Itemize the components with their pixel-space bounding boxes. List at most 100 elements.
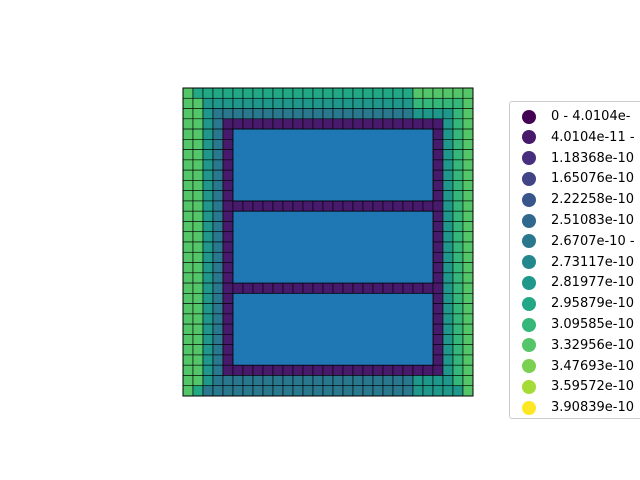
heatmap-cell xyxy=(212,293,224,304)
heatmap-cell xyxy=(182,262,194,274)
heatmap-cell xyxy=(412,97,424,109)
heatmap-cell xyxy=(312,200,324,212)
heatmap-cell xyxy=(432,334,444,345)
heatmap-cell xyxy=(372,108,384,120)
heatmap-cell xyxy=(192,241,204,253)
heatmap-cell xyxy=(312,118,324,130)
heatmap-cell xyxy=(392,375,404,387)
heatmap-cell xyxy=(262,118,274,130)
heatmap-cell xyxy=(442,303,454,315)
heatmap-cell xyxy=(192,231,204,243)
heatmap-cell xyxy=(462,293,474,304)
legend-marker xyxy=(522,359,536,374)
heatmap-cell xyxy=(462,190,474,202)
heatmap-cell xyxy=(192,313,204,325)
heatmap-cell xyxy=(442,159,454,171)
heatmap-cell xyxy=(462,385,474,397)
heatmap-cell xyxy=(462,159,474,171)
heatmap-cell xyxy=(352,108,364,120)
legend-label: 2.81977e-10 xyxy=(551,275,634,291)
heatmap-cell xyxy=(382,200,394,212)
heatmap-cell xyxy=(452,303,464,315)
plot-frame xyxy=(182,87,474,397)
heatmap-cell xyxy=(192,364,204,376)
heatmap-cell xyxy=(442,200,454,212)
legend-marker xyxy=(522,379,536,394)
heatmap-cell xyxy=(222,293,234,304)
heatmap-cell xyxy=(452,210,464,222)
heatmap-cell xyxy=(322,87,334,99)
heatmap-cell xyxy=(432,313,444,325)
heatmap-cell xyxy=(242,385,254,397)
heatmap-cell xyxy=(432,200,444,212)
heatmap-cell xyxy=(422,97,434,109)
heatmap-cell xyxy=(322,364,334,376)
heatmap-cell xyxy=(442,221,454,233)
heatmap-cell xyxy=(432,190,444,202)
heatmap-cell xyxy=(462,251,474,263)
heatmap-cell xyxy=(242,108,254,120)
heatmap-cell xyxy=(332,97,344,109)
legend-item: 4.0104e-11 - xyxy=(522,127,635,148)
heatmap-cell xyxy=(442,87,454,99)
heatmap-cell xyxy=(412,364,424,376)
legend-item: 3.90839e-10 xyxy=(522,397,634,418)
heatmap-cell xyxy=(252,87,264,99)
heatmap-cell xyxy=(412,385,424,397)
heatmap-cell xyxy=(182,375,194,387)
heatmap-cell xyxy=(452,323,464,335)
heatmap-cell xyxy=(432,180,444,191)
heatmap-cell xyxy=(212,149,224,161)
heatmap-cell xyxy=(462,344,474,356)
heatmap-cell xyxy=(182,334,194,345)
heatmap-cell xyxy=(342,364,354,376)
heatmap-cell xyxy=(442,375,454,387)
heatmap-cell xyxy=(382,97,394,109)
heatmap-cell xyxy=(242,200,254,212)
heatmap-cell xyxy=(272,385,284,397)
heatmap-cell xyxy=(222,210,234,222)
heatmap-cell xyxy=(282,97,294,109)
legend-label: 3.47693e-10 xyxy=(551,358,634,374)
heatmap-cell xyxy=(192,159,204,171)
heatmap-cell xyxy=(452,251,464,263)
heatmap-cell xyxy=(222,190,234,202)
heatmap-cell xyxy=(212,323,224,335)
legend-item: 2.95879e-10 xyxy=(522,293,634,314)
heatmap-cell xyxy=(182,118,194,130)
inclusion-blocks xyxy=(232,128,434,366)
legend-label: 4.0104e-11 - xyxy=(551,129,635,145)
heatmap-cell xyxy=(422,87,434,99)
heatmap-cell xyxy=(452,241,464,253)
legend-label: 1.18368e-10 xyxy=(551,150,634,166)
heatmap-cell xyxy=(292,108,304,120)
heatmap-cell xyxy=(212,334,224,345)
heatmap-cell xyxy=(222,169,234,181)
heatmap-cell xyxy=(312,108,324,120)
heatmap-cell xyxy=(432,272,444,284)
heatmap-cell xyxy=(462,354,474,366)
heatmap-cell xyxy=(262,97,274,109)
heatmap-cell xyxy=(232,118,244,130)
heatmap-cell xyxy=(222,303,234,315)
legend-label: 2.73117e-10 xyxy=(551,254,634,270)
heatmap-cell xyxy=(222,180,234,191)
heatmap-cell xyxy=(462,118,474,130)
heatmap-cell xyxy=(222,385,234,397)
heatmap-cell xyxy=(432,323,444,335)
heatmap-cell xyxy=(342,87,354,99)
heatmap-cell xyxy=(182,139,194,150)
heatmap-cell xyxy=(342,282,354,294)
heatmap-cell xyxy=(462,149,474,161)
heatmap-cell xyxy=(312,375,324,387)
heatmap-cell xyxy=(322,375,334,387)
heatmap-cell xyxy=(442,169,454,181)
heatmap-cell xyxy=(432,385,444,397)
legend-marker xyxy=(522,275,536,290)
heatmap-cell xyxy=(452,87,464,99)
heatmap-cell xyxy=(442,139,454,150)
heatmap-cell xyxy=(282,200,294,212)
heatmap-cell xyxy=(192,272,204,284)
heatmap-cell xyxy=(202,169,214,181)
heatmap-cell xyxy=(462,139,474,150)
